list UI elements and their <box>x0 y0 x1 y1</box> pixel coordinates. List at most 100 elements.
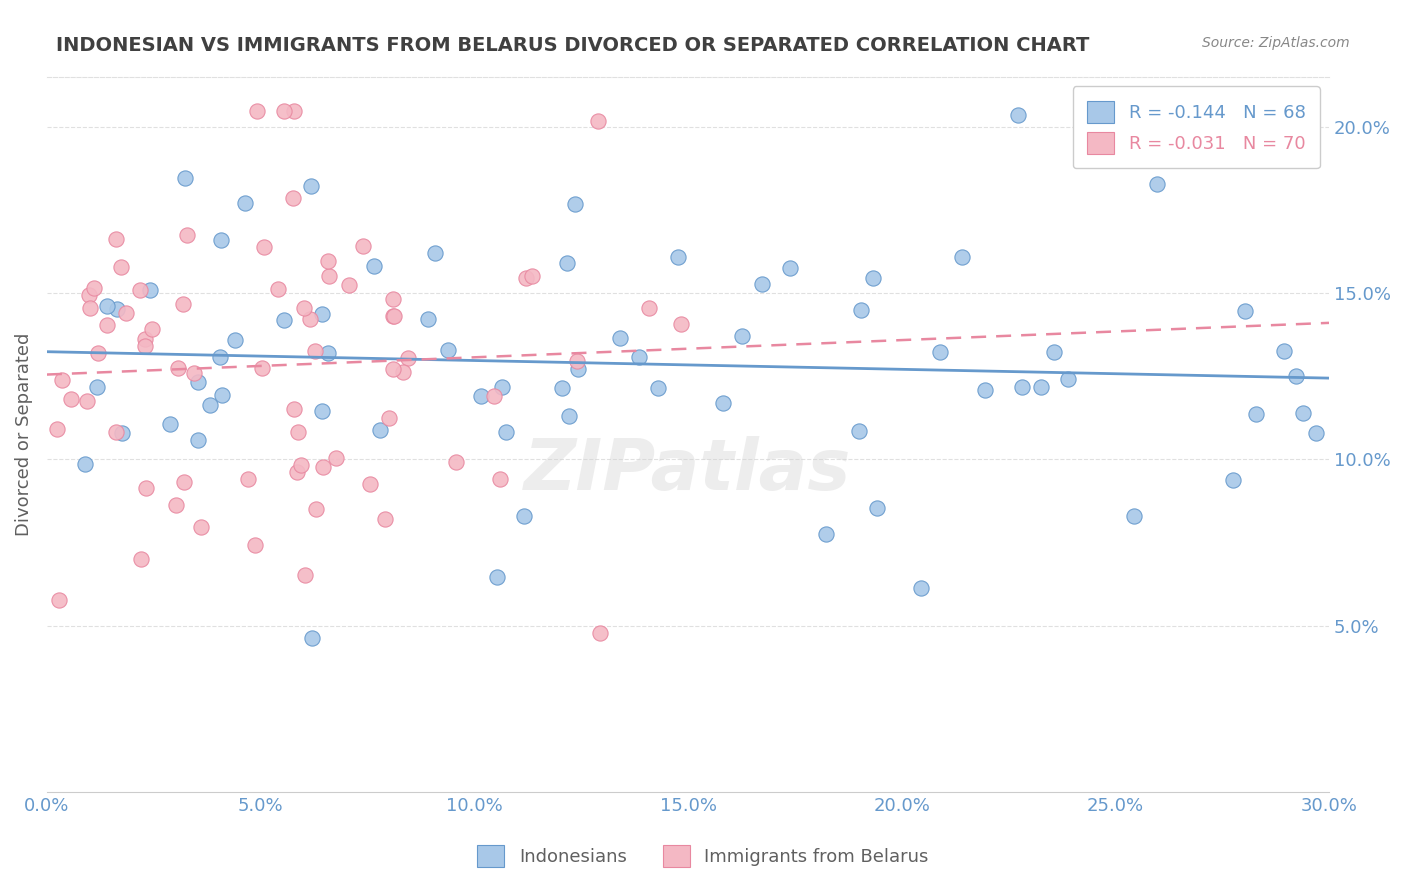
Point <box>129 551 152 566</box>
Point <box>513 509 536 524</box>
Point <box>1244 408 1267 422</box>
Point <box>236 472 259 486</box>
Point <box>79 288 101 302</box>
Point <box>159 417 181 431</box>
Point <box>134 332 156 346</box>
Point <box>87 346 110 360</box>
Point <box>166 361 188 376</box>
Point <box>165 498 187 512</box>
Point <box>669 318 692 332</box>
Point <box>862 270 884 285</box>
Point <box>283 402 305 417</box>
Point <box>51 373 73 387</box>
Point <box>1272 343 1295 358</box>
Point <box>589 625 612 640</box>
Text: INDONESIAN VS IMMIGRANTS FROM BELARUS DIVORCED OR SEPARATED CORRELATION CHART: INDONESIAN VS IMMIGRANTS FROM BELARUS DI… <box>56 36 1090 54</box>
Point <box>224 333 246 347</box>
Point <box>337 277 360 292</box>
Point <box>849 303 872 318</box>
Point <box>609 331 631 345</box>
Point <box>96 299 118 313</box>
Point <box>318 269 340 284</box>
Point <box>866 500 889 515</box>
Text: ZIPatlas: ZIPatlas <box>524 436 852 505</box>
Point <box>1043 345 1066 359</box>
Point <box>96 318 118 332</box>
Point <box>1007 108 1029 122</box>
Point <box>273 103 295 118</box>
Point <box>382 362 405 376</box>
Point <box>46 422 69 436</box>
Point <box>305 502 328 516</box>
Point <box>522 269 544 284</box>
Point <box>1122 508 1144 523</box>
Point <box>779 260 801 275</box>
Point <box>423 246 446 260</box>
Point <box>418 312 440 326</box>
Point <box>482 389 505 403</box>
Point <box>299 178 322 193</box>
Point <box>359 476 381 491</box>
Point <box>135 481 157 495</box>
Point <box>950 250 973 264</box>
Point <box>75 457 97 471</box>
Point <box>138 284 160 298</box>
Point <box>1029 380 1052 394</box>
Point <box>1292 406 1315 420</box>
Point <box>515 271 537 285</box>
Point <box>105 425 128 439</box>
Legend: Indonesians, Immigrants from Belarus: Indonesians, Immigrants from Belarus <box>470 838 936 874</box>
Point <box>253 240 276 254</box>
Point <box>283 191 305 205</box>
Point <box>79 301 101 316</box>
Point <box>176 227 198 242</box>
Point <box>292 301 315 315</box>
Point <box>1222 473 1244 487</box>
Point <box>374 512 396 526</box>
Point <box>488 472 510 486</box>
Point <box>200 398 222 412</box>
Point <box>187 375 209 389</box>
Point <box>381 292 404 306</box>
Point <box>910 581 932 595</box>
Point <box>352 238 374 252</box>
Point <box>470 389 492 403</box>
Point <box>311 404 333 418</box>
Point <box>105 301 128 316</box>
Point <box>83 280 105 294</box>
Point <box>1285 369 1308 384</box>
Point <box>267 282 290 296</box>
Point <box>555 256 578 270</box>
Point <box>437 343 460 357</box>
Legend: R = -0.144   N = 68, R = -0.031   N = 70: R = -0.144 N = 68, R = -0.031 N = 70 <box>1073 87 1320 169</box>
Point <box>711 396 734 410</box>
Point <box>378 410 401 425</box>
Point <box>491 380 513 394</box>
Point <box>627 350 650 364</box>
Point <box>363 260 385 274</box>
Point <box>1233 304 1256 318</box>
Point <box>316 346 339 360</box>
Point <box>104 232 127 246</box>
Point <box>558 409 581 424</box>
Point <box>209 233 232 247</box>
Point <box>1056 372 1078 386</box>
Point <box>233 195 256 210</box>
Point <box>246 103 269 118</box>
Point <box>211 388 233 402</box>
Point <box>304 343 326 358</box>
Point <box>485 570 508 584</box>
Point <box>666 250 689 264</box>
Point <box>111 426 134 441</box>
Point <box>301 632 323 646</box>
Point <box>273 313 295 327</box>
Point <box>312 460 335 475</box>
Point <box>76 393 98 408</box>
Point <box>134 339 156 353</box>
Point <box>173 475 195 490</box>
Point <box>141 322 163 336</box>
Point <box>564 196 586 211</box>
Point <box>815 527 838 541</box>
Point <box>285 465 308 479</box>
Point <box>190 520 212 534</box>
